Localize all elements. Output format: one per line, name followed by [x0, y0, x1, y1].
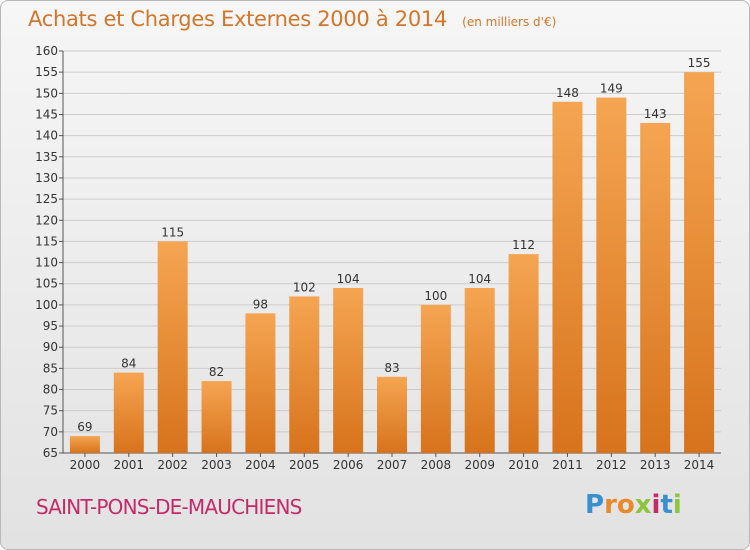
bar-2002	[157, 241, 188, 453]
bar-2012	[596, 97, 627, 454]
value-label: 112	[512, 238, 535, 252]
bar-2003	[201, 381, 232, 453]
x-tick-label: 2014	[684, 458, 715, 472]
x-tick-label: 2001	[114, 458, 145, 472]
y-tick-label: 125	[35, 192, 58, 206]
x-tick-label: 2004	[245, 458, 276, 472]
y-tick-label: 130	[35, 171, 58, 185]
bar-2009	[464, 287, 495, 453]
y-tick-label: 90	[43, 340, 58, 354]
value-label: 102	[293, 280, 316, 294]
logo-letter: x	[634, 490, 652, 520]
y-tick-label: 150	[35, 86, 58, 100]
y-tick-label: 80	[43, 383, 58, 397]
bar-2008	[420, 304, 451, 453]
logo-letter: t	[660, 490, 673, 520]
y-tick-label: 105	[35, 277, 58, 291]
bar-2005	[289, 296, 320, 453]
y-tick-label: 75	[43, 404, 58, 418]
bar-2014	[684, 72, 715, 453]
y-tick-label: 145	[35, 107, 58, 121]
logo-letter: i	[672, 490, 682, 520]
y-tick-label: 100	[35, 298, 58, 312]
value-label: 149	[600, 82, 623, 96]
value-label: 98	[253, 297, 268, 311]
x-tick-label: 2000	[70, 458, 101, 472]
x-tick-label: 2006	[333, 458, 364, 472]
y-tick-label: 65	[43, 446, 58, 460]
bar-2001	[113, 372, 144, 453]
y-tick-label: 155	[35, 65, 58, 79]
bar-2007	[377, 376, 407, 453]
y-tick-label: 95	[43, 319, 58, 333]
y-tick-label: 110	[35, 256, 58, 270]
chart-title-row: Achats et Charges Externes 2000 à 2014 (…	[28, 7, 556, 31]
value-label: 69	[77, 420, 92, 434]
value-label: 82	[209, 365, 224, 379]
bar-2000	[69, 436, 100, 453]
logo-letter: P	[585, 490, 605, 520]
bar-2013	[640, 122, 671, 454]
value-label: 83	[384, 361, 399, 375]
value-label: 155	[688, 56, 711, 70]
value-label: 143	[644, 107, 667, 121]
y-tick-label: 135	[35, 150, 58, 164]
logo-letter: r	[604, 490, 617, 520]
x-tick-label: 2011	[552, 458, 583, 472]
y-tick-label: 160	[35, 44, 58, 58]
x-tick-label: 2002	[157, 458, 188, 472]
x-tick-label: 2007	[377, 458, 408, 472]
y-tick-label: 85	[43, 361, 58, 375]
value-label: 115	[161, 225, 184, 239]
chart-subtitle: (en milliers d'€)	[462, 15, 557, 29]
bar-2010	[508, 254, 539, 453]
x-tick-label: 2009	[464, 458, 495, 472]
proxiti-logo: Proxiti	[585, 490, 682, 520]
commune-name: SAINT-PONS-DE-MAUCHIENS	[36, 495, 302, 519]
logo-letter: o	[616, 490, 635, 520]
logo-letter: i	[651, 490, 661, 520]
bar-2011	[552, 101, 583, 454]
y-tick-label: 70	[43, 425, 58, 439]
y-tick-label: 115	[35, 234, 58, 248]
value-label: 104	[337, 272, 360, 286]
chart-title: Achats et Charges Externes 2000 à 2014	[28, 7, 448, 31]
bar-2006	[333, 287, 364, 453]
y-tick-label: 120	[35, 213, 58, 227]
x-tick-label: 2008	[421, 458, 452, 472]
x-tick-label: 2010	[508, 458, 539, 472]
x-tick-label: 2012	[596, 458, 627, 472]
value-label: 104	[468, 272, 491, 286]
x-tick-label: 2013	[640, 458, 671, 472]
x-tick-label: 2003	[201, 458, 232, 472]
x-tick-label: 2005	[289, 458, 320, 472]
value-label: 84	[121, 357, 136, 371]
bar-2004	[245, 313, 276, 453]
value-label: 100	[424, 289, 447, 303]
y-tick-label: 140	[35, 129, 58, 143]
value-label: 148	[556, 86, 579, 100]
